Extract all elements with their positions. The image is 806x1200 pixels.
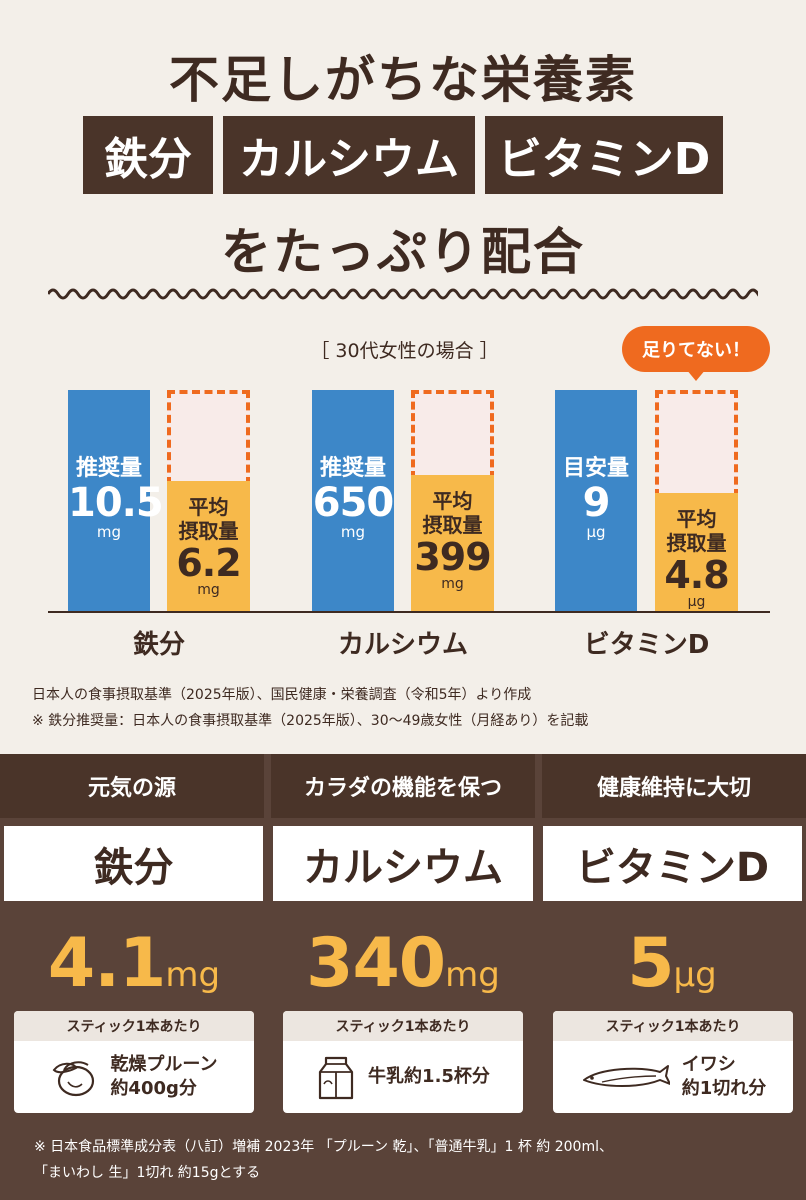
card-title: スティック1本あたり [283, 1011, 523, 1041]
headline-line1: 不足しがちな栄養素 [169, 51, 637, 109]
amount-iron: 4.1mg [0, 924, 268, 1003]
chart-baseline [48, 611, 770, 613]
headline-line3: をたっぷり配合 [221, 223, 585, 281]
source-note: 日本人の食事摂取基準（2025年版）、国民健康・栄養調査（令和5年）より作成 [32, 687, 532, 703]
bar-recommended-iron: 推奨量 10.5 mg [68, 390, 164, 611]
column-heading-iron: 元気の源 [0, 754, 264, 818]
bar-label: 摂取量 [178, 519, 239, 543]
bar-value: 399 [414, 535, 491, 579]
bar-recommended-vitamin-d: 目安量 9 μg [555, 390, 637, 611]
iron-note: ※ 鉄分推奨量：日本人の食事摂取基準（2025年版）、30～49歳女性（月経あり… [32, 713, 589, 729]
prune-icon [53, 1061, 95, 1097]
bar-unit: mg [441, 576, 464, 592]
column-name-iron: 鉄分 [4, 826, 263, 901]
amount-value: 4.1 [47, 924, 166, 1003]
bar-value: 650 [312, 480, 395, 526]
bar-unit: mg [340, 523, 366, 541]
tag-vitamin-d: ビタミンD [485, 116, 723, 194]
column-heading-vitamin-d: 健康維持に大切 [542, 754, 806, 818]
equivalent-text: 乾燥プルーン [110, 1054, 218, 1075]
bar-unit: μg [687, 594, 706, 610]
bar-label: 平均 [432, 489, 473, 513]
column-heading-calcium: カラダの機能を保つ [271, 754, 535, 818]
milk-carton-icon [318, 1056, 354, 1100]
bar-label: 目安量 [562, 456, 629, 481]
bar-label: 摂取量 [422, 513, 483, 537]
amount-value: 340 [306, 924, 446, 1003]
amount-unit: mg [165, 955, 221, 995]
amount-calcium: 340mg [268, 924, 538, 1003]
bar-value: 10.5 [68, 480, 164, 526]
callout-pointer [686, 369, 706, 381]
nutrient-amount-panel: 元気の源 鉄分 4.1mg スティック1本あたり 乾燥プルーン 約400g分 カ… [0, 754, 806, 1200]
bar-value: 4.8 [664, 553, 729, 597]
equivalent-card-vitamin-d: スティック1本あたり イワシ 約1切れ分 [553, 1011, 793, 1113]
shortfall-callout: 足りてない！ [622, 326, 770, 372]
card-title: スティック1本あたり [553, 1011, 793, 1041]
sardine-icon [582, 1065, 670, 1087]
footnote-line2: 「まいわし 生」1切れ 約15gとする [34, 1165, 261, 1181]
equivalent-text: イワシ [681, 1054, 736, 1075]
bar-label: 推奨量 [75, 456, 142, 481]
bar-unit: mg [96, 523, 122, 541]
card-title: スティック1本あたり [14, 1011, 254, 1041]
category-label-calcium: カルシウム [337, 630, 468, 660]
category-label-iron: 鉄分 [132, 630, 185, 660]
bar-recommended-calcium: 推奨量 650 mg [312, 390, 394, 611]
nutrient-tag-row: 鉄分 カルシウム ビタミンD [0, 116, 806, 194]
bar-value: 6.2 [176, 541, 241, 585]
gap-box-vitamin-d [655, 390, 738, 497]
gap-box-iron [167, 390, 250, 485]
column-name-vitamin-d: ビタミンD [543, 826, 802, 901]
column-name-calcium: カルシウム [273, 826, 533, 901]
amount-vitamin-d: 5μg [538, 924, 806, 1003]
tag-iron: 鉄分 [83, 116, 213, 194]
bar-unit: μg [586, 523, 606, 541]
amount-unit: μg [673, 955, 717, 995]
bar-label: 平均 [676, 507, 717, 531]
bar-value: 9 [582, 480, 611, 526]
wavy-divider [48, 288, 758, 300]
chart-subtitle: ［ 30代女性の場合 ］ [310, 340, 499, 362]
bar-label: 摂取量 [666, 531, 727, 555]
amount-value: 5 [627, 924, 674, 1003]
bar-label: 平均 [188, 495, 229, 519]
equivalent-text: 牛乳約1.5杯分 [368, 1066, 490, 1087]
tag-calcium: カルシウム [223, 116, 475, 194]
bar-intake-iron: 平均 摂取量 6.2 mg [167, 481, 250, 611]
equivalent-text: 約1切れ分 [681, 1078, 767, 1099]
category-label-vitamin-d: ビタミンD [583, 630, 710, 660]
equivalent-text: 約400g分 [110, 1078, 197, 1099]
equivalent-card-calcium: スティック1本あたり 牛乳約1.5杯分 [283, 1011, 523, 1113]
amount-unit: mg [445, 955, 500, 995]
gap-box-calcium [411, 390, 494, 479]
bar-intake-vitamin-d: 平均 摂取量 4.8 μg [655, 493, 738, 611]
bar-intake-calcium: 平均 摂取量 399 mg [411, 475, 494, 611]
footnote-line1: ※ 日本食品標準成分表（八訂）増補 2023年 「プルーン 乾」、「普通牛乳」1… [34, 1139, 613, 1155]
equivalent-card-iron: スティック1本あたり 乾燥プルーン 約400g分 [14, 1011, 254, 1113]
bar-unit: mg [197, 582, 220, 598]
bar-label: 推奨量 [319, 456, 386, 481]
